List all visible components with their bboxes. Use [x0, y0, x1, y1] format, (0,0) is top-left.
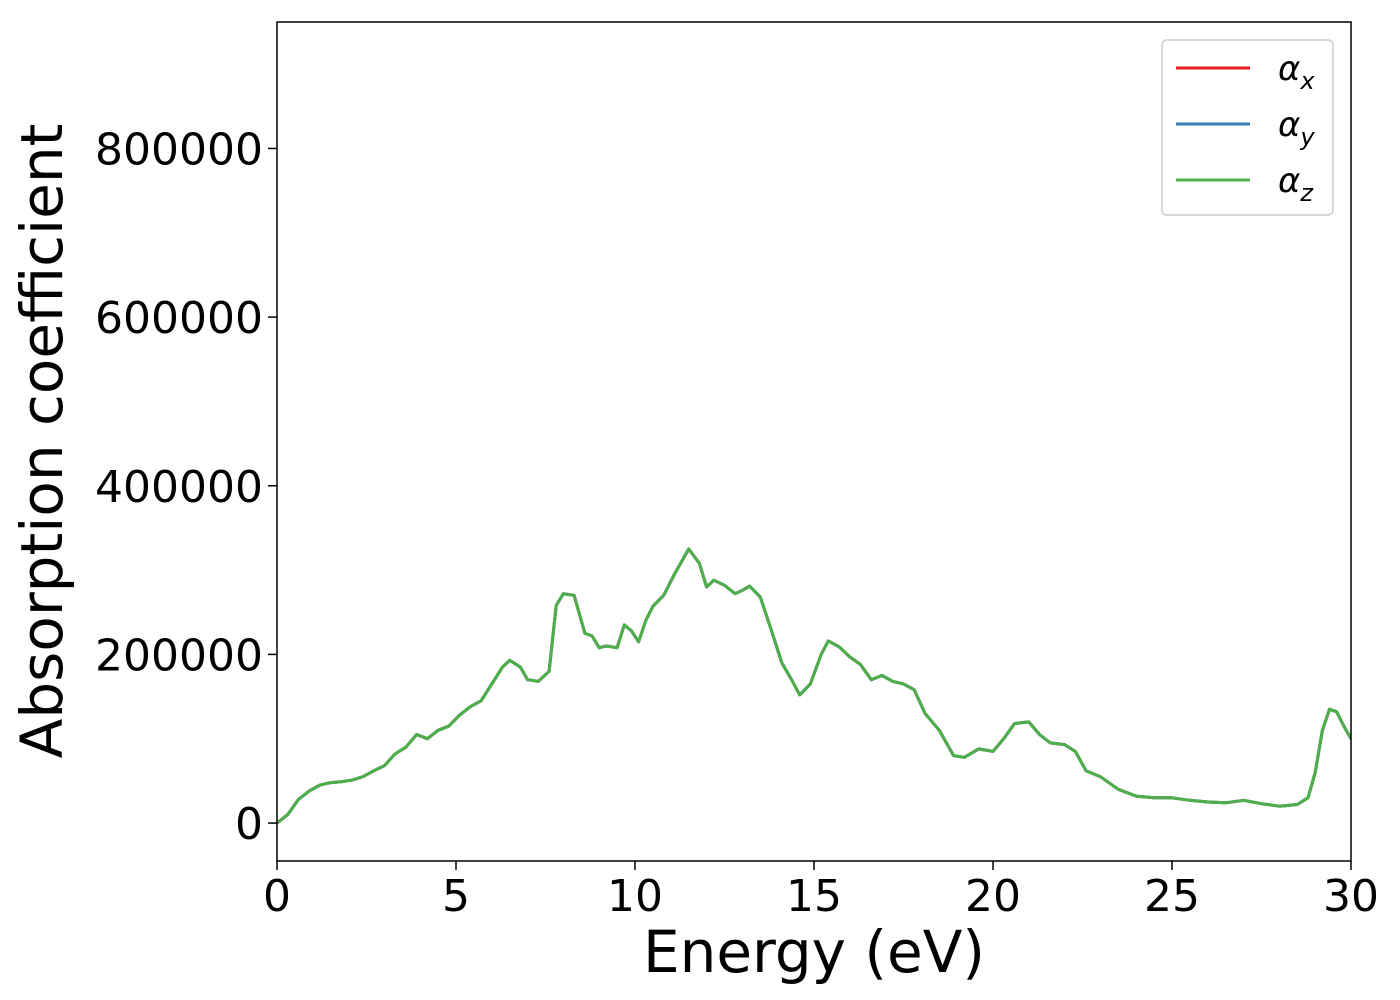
x-tick-label: 30	[1323, 871, 1379, 922]
y-axis: 0 200000 400000 600000 800000	[95, 124, 277, 850]
legend-label: αy	[1278, 105, 1315, 151]
legend: αx αy αz	[1161, 39, 1334, 216]
y-tick-label: 400000	[95, 462, 263, 513]
legend-label: αz	[1278, 161, 1314, 207]
y-tick-label: 0	[235, 799, 263, 850]
y-tick-label: 600000	[95, 293, 263, 344]
y-axis-title: Absorption coefficient	[8, 124, 76, 759]
legend-box	[1161, 39, 1334, 216]
legend-label: αx	[1278, 49, 1315, 95]
series-line-3	[277, 547, 1351, 825]
x-tick-label: 5	[442, 871, 470, 922]
x-tick-label: 10	[607, 871, 663, 922]
x-tick-label: 0	[263, 871, 291, 922]
x-axis-title: Energy (eV)	[643, 918, 985, 986]
x-tick-label: 15	[786, 871, 842, 922]
x-tick-label: 25	[1144, 871, 1200, 922]
series-layer	[277, 547, 1351, 825]
y-tick-label: 200000	[95, 630, 263, 681]
x-axis: 0 5 10 15 20 25 30	[263, 861, 1379, 922]
x-tick-label: 20	[965, 871, 1021, 922]
y-tick-label: 800000	[95, 124, 263, 175]
